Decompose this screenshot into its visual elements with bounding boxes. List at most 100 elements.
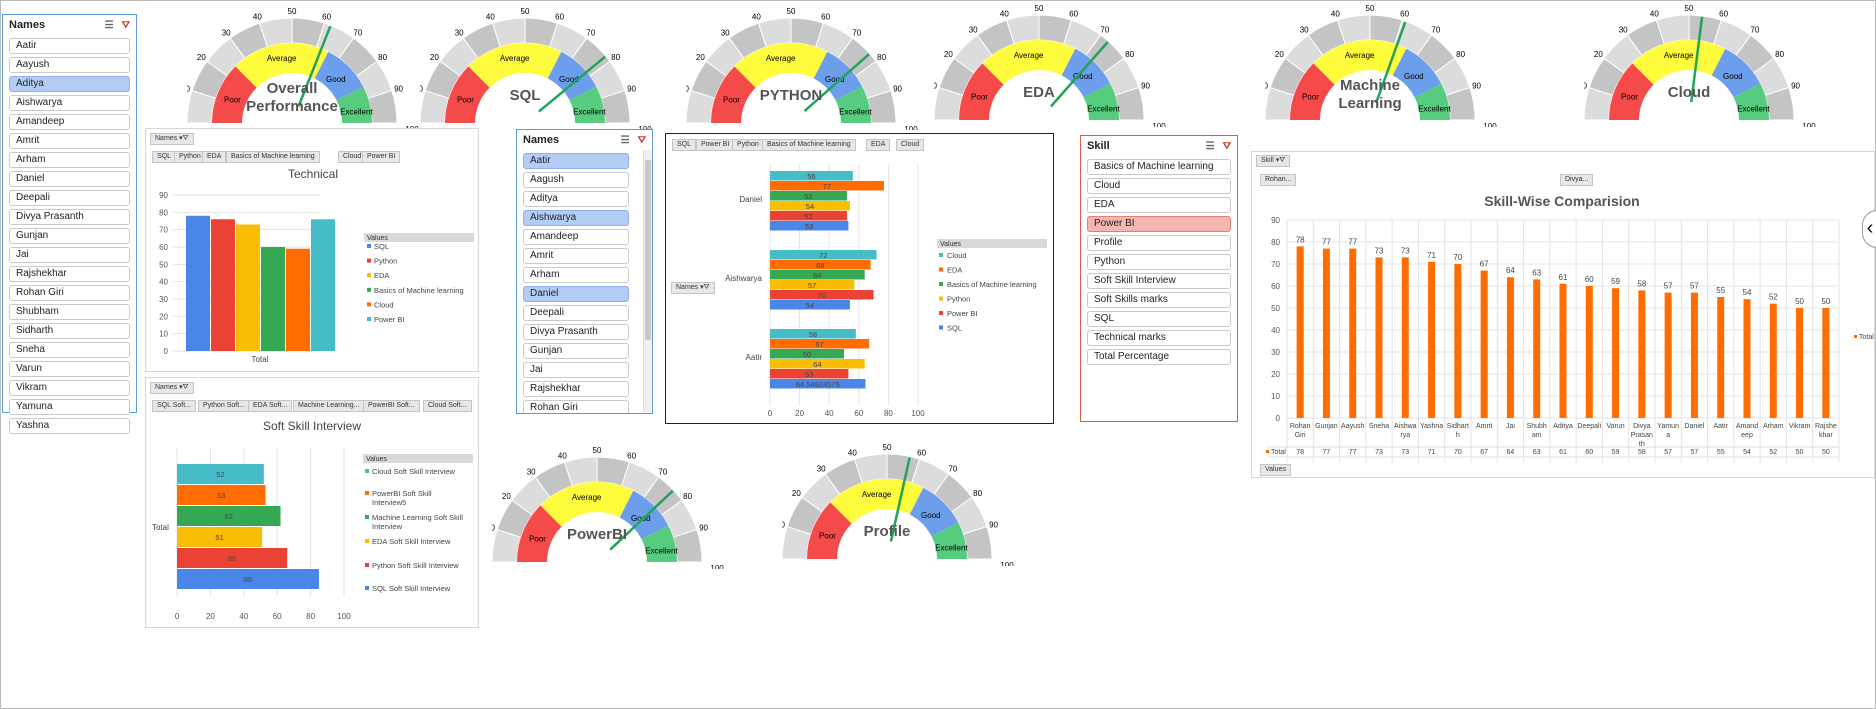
slicer-item[interactable]: Rajshekhar xyxy=(9,266,130,282)
slicer-item[interactable]: Basics of Machine learning xyxy=(1087,159,1231,175)
gauge-tick-label: 70 xyxy=(658,467,667,476)
slicer-item[interactable]: Amrit xyxy=(523,248,629,264)
legend-label: Cloud Soft Skill Interview xyxy=(372,467,456,476)
gauge-tick-label: 60 xyxy=(627,451,636,460)
slicer-item[interactable]: Daniel xyxy=(523,286,629,302)
gauge-tick-label: 20 xyxy=(1275,50,1284,59)
gauge-tick-label: 10 xyxy=(1584,81,1587,90)
names-filter-button[interactable]: Names ▾⛛ xyxy=(150,382,194,394)
clear-filter-icon[interactable]: ⛛ xyxy=(121,19,130,31)
gauge-band-label: Excellent xyxy=(1087,105,1120,114)
slicer-item[interactable]: Gunjan xyxy=(523,343,629,359)
slicer-item[interactable]: Shubham xyxy=(9,304,130,320)
slicer-item[interactable]: Varun xyxy=(9,361,130,377)
gauge-chart: Poor Average Good Excellent 10 20 30 40 50 60 70 80… xyxy=(414,7,652,134)
slicer-item[interactable]: Soft Skills marks xyxy=(1087,292,1231,308)
field-button[interactable]: PowerBI Soft... xyxy=(363,400,420,412)
slicer-item[interactable]: Technical marks xyxy=(1087,330,1231,346)
slicer-item[interactable]: Power BI xyxy=(1087,216,1231,232)
slicer-item[interactable]: Profile xyxy=(1087,235,1231,251)
slicer-item[interactable]: Total Percentage xyxy=(1087,349,1231,365)
slicer-item[interactable]: Soft Skill Interview xyxy=(1087,273,1231,289)
gauge-title: Machine xyxy=(1340,77,1400,94)
data-label: 57 xyxy=(1664,282,1673,291)
slicer-item[interactable]: Sneha xyxy=(9,342,130,358)
slicer-item[interactable]: EDA xyxy=(1087,197,1231,213)
gauge-5: Poor Average Good Excellent 10 20 30 40 50 60 70 80… xyxy=(1259,2,1497,132)
gauge-tick-label: 30 xyxy=(817,464,826,473)
slicer-item[interactable]: Aditya xyxy=(523,191,629,207)
field-button[interactable]: SQL Soft... xyxy=(152,400,196,412)
slicer-item[interactable]: Deepali xyxy=(9,190,130,206)
skill-slicer[interactable]: Skill ☰ ⛛ Basics of Machine learning Cloud… xyxy=(1080,135,1238,422)
slicer-item[interactable]: Yamuna xyxy=(9,399,130,415)
field-button[interactable]: EDA Soft... xyxy=(248,400,293,412)
bar xyxy=(286,248,310,351)
slicer-item[interactable]: Aatir xyxy=(9,38,130,54)
names-slicer-1[interactable]: Names ☰ ⛛ Aatir Aayush Aditya Aishwarya Amand… xyxy=(2,14,137,434)
slicer-item[interactable]: Gunjan xyxy=(9,228,130,244)
multi-select-icon[interactable]: ☰ xyxy=(1205,140,1215,152)
slicer-item[interactable]: Daniel xyxy=(9,171,130,187)
slicer-item[interactable]: Divya Prasanth xyxy=(9,209,130,225)
field-button[interactable]: EDA xyxy=(866,139,891,151)
slicer-item[interactable]: Aditya xyxy=(9,76,130,92)
data-label: 52 xyxy=(1769,293,1778,302)
field-button[interactable]: SQL xyxy=(672,139,697,151)
field-button[interactable]: Divya... xyxy=(1560,174,1594,186)
scroll-thumb[interactable] xyxy=(645,160,651,340)
slicer-item[interactable]: Aagush xyxy=(523,172,629,188)
slicer-item[interactable]: Jai xyxy=(9,247,130,263)
field-button[interactable]: Cloud xyxy=(896,139,925,151)
slicer-item[interactable]: Python xyxy=(1087,254,1231,270)
names-filter-button[interactable]: Names ▾⛛ xyxy=(150,133,194,145)
legend-header xyxy=(363,454,473,463)
field-button[interactable]: Cloud Soft... xyxy=(423,400,472,412)
slicer-item[interactable]: Jai xyxy=(523,362,629,378)
slicer-item[interactable]: Deepali xyxy=(523,305,629,321)
slicer-item[interactable]: Sidharth xyxy=(9,323,130,339)
skill-filter-button[interactable]: Skill ▾⛛ xyxy=(1256,155,1291,167)
slicer-item[interactable]: SQL xyxy=(1087,311,1231,327)
clear-filter-icon[interactable]: ⛛ xyxy=(637,134,646,146)
names-filter-button[interactable]: Names ▾⛛ xyxy=(671,282,715,294)
slicer-item[interactable]: Arham xyxy=(523,267,629,283)
slicer-item[interactable]: Rajshekhar xyxy=(523,381,629,397)
slicer-item[interactable]: Vikram xyxy=(9,380,130,396)
slicer-scrollbar[interactable] xyxy=(643,150,652,412)
slicer-item[interactable]: Aishwarya xyxy=(9,95,130,111)
slicer-item[interactable]: Aayush xyxy=(9,57,130,73)
field-button[interactable]: Power BI xyxy=(362,151,401,163)
bar xyxy=(770,280,855,290)
gauge-tick-label: 20 xyxy=(197,53,206,62)
data-label: 63 xyxy=(1532,268,1541,277)
slicer-item[interactable]: Cloud xyxy=(1087,178,1231,194)
field-button[interactable]: Basics of Machine learning xyxy=(226,151,320,163)
field-button[interactable]: EDA xyxy=(202,151,227,163)
slicer-item[interactable]: Aishwarya xyxy=(523,210,629,226)
legend-label: PowerBI Soft Skill xyxy=(372,489,432,498)
slicer-item[interactable]: Aatir xyxy=(523,153,629,169)
slicer-item[interactable]: Yashna xyxy=(9,418,130,434)
values-button[interactable]: Values xyxy=(1260,464,1291,476)
table-cell: 58 xyxy=(1638,449,1646,456)
slicer-item[interactable]: Amandeep xyxy=(523,229,629,245)
names-slicer-2[interactable]: Names ☰ ⛛ Aatir Aagush Aditya Aishwarya Amand… xyxy=(516,129,653,414)
gauge-tick-label: 10 xyxy=(187,84,190,93)
slicer-item[interactable]: Amandeep xyxy=(9,114,130,130)
gauge-band xyxy=(711,66,756,123)
data-label: 51 xyxy=(215,533,223,542)
slicer-item[interactable]: Divya Prasanth xyxy=(523,324,629,340)
multi-select-icon[interactable]: ☰ xyxy=(104,19,114,31)
slicer-item[interactable]: Rohan Giri xyxy=(9,285,130,301)
gauge-band-label: Excellent xyxy=(839,108,872,117)
clear-filter-icon[interactable]: ⛛ xyxy=(1222,140,1231,152)
slicer-item[interactable]: Rohan Giri xyxy=(523,400,629,413)
field-button[interactable]: Python xyxy=(732,139,764,151)
slicer-item[interactable]: Amrit xyxy=(9,133,130,149)
skillwise-chart-panel: Skill ▾⛛ Rohan... Divya... Values Skill-W… xyxy=(1251,151,1875,478)
multi-select-icon[interactable]: ☰ xyxy=(620,134,630,146)
field-button[interactable]: Basics of Machine learning xyxy=(762,139,856,151)
field-button[interactable]: Rohan... xyxy=(1260,174,1297,186)
slicer-item[interactable]: Arham xyxy=(9,152,130,168)
